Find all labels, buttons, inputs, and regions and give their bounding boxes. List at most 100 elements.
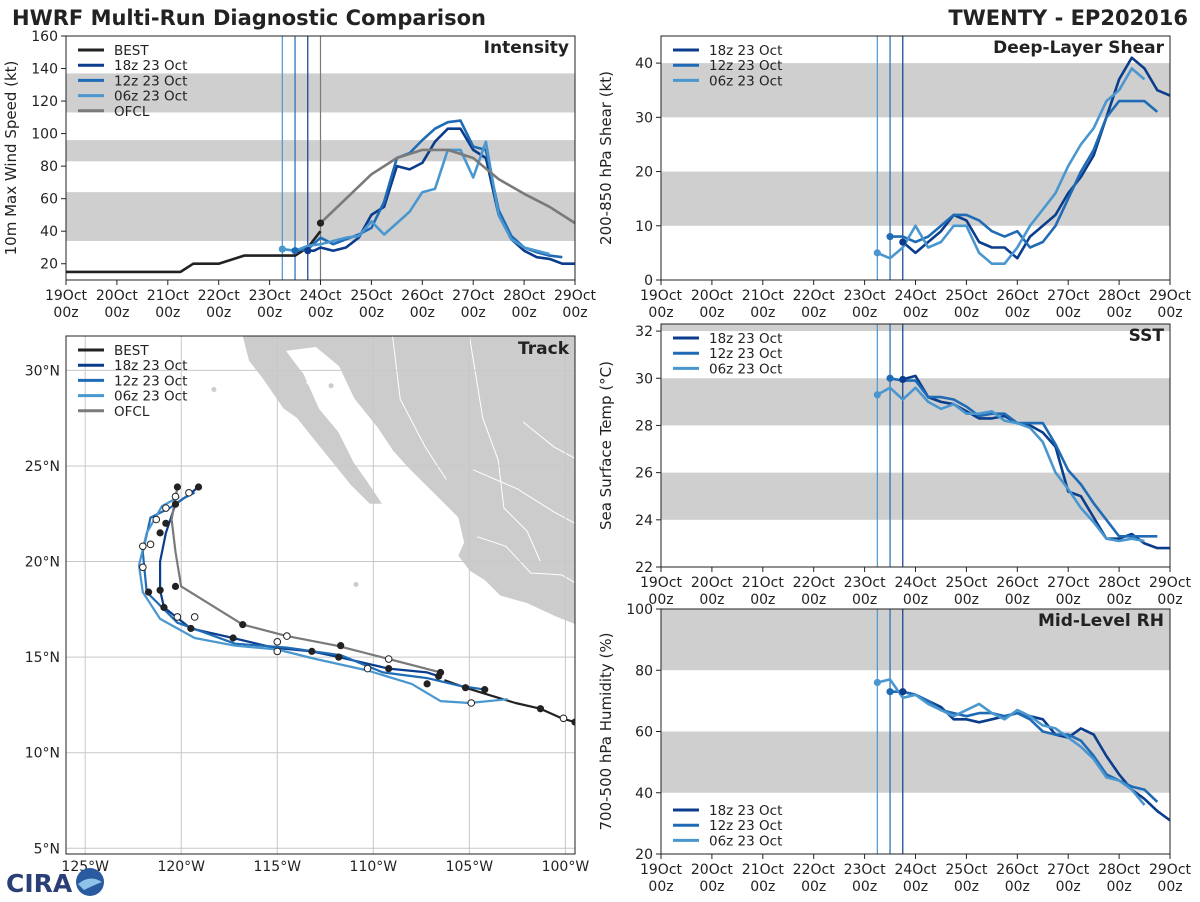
legend-label-ofcl: OFCL bbox=[114, 104, 150, 120]
intensity-xtick-label-time-1: 00z bbox=[104, 305, 129, 321]
track-point-filled-5 bbox=[385, 664, 393, 673]
track-point-filled-22 bbox=[481, 686, 489, 694]
intensity-xtick-label-time-2: 00z bbox=[155, 305, 180, 321]
rh-series-06z-23-oct bbox=[876, 678, 1146, 806]
track-lat-label-4: 25°N bbox=[25, 459, 60, 475]
shear-xtick-label-time-7: 00z bbox=[1005, 305, 1030, 321]
figure-title: HWRF Multi-Run Diagnostic Comparison bbox=[12, 6, 486, 30]
rh-ylabel: 700-500 hPa Humidity (%) bbox=[597, 632, 615, 830]
track-point-filled-18 bbox=[171, 500, 180, 508]
track-lon-label-3: 110°W bbox=[350, 859, 398, 875]
track-point-filled-0 bbox=[571, 718, 575, 726]
intensity-ytick-label-6: 140 bbox=[31, 62, 58, 78]
legend-label-18z-23-oct: 18z 23 Oct bbox=[709, 803, 782, 819]
sst-plot-area bbox=[873, 324, 1170, 567]
shear-plot-area bbox=[873, 36, 1170, 280]
rh-xtick-label-time-0: 00z bbox=[648, 879, 673, 895]
shear-xtick-label-time-8: 00z bbox=[1056, 305, 1081, 321]
sst-xtick-label-date-6: 25Oct bbox=[945, 575, 988, 591]
state-border-4 bbox=[522, 421, 575, 459]
shear-band-1 bbox=[661, 63, 1170, 118]
intensity-series-12z-23-oct bbox=[294, 119, 563, 259]
intensity-xtick-label-date-8: 27Oct bbox=[452, 288, 495, 304]
logo-text: CIRA bbox=[6, 869, 73, 898]
track-lat-label-0: 5°N bbox=[34, 841, 60, 857]
state-border-2 bbox=[473, 469, 575, 524]
track-point-open-7 bbox=[190, 613, 199, 621]
shear-xtick-label-time-4: 00z bbox=[852, 305, 877, 321]
legend-label-18z-23-oct: 18z 23 Oct bbox=[114, 358, 187, 374]
sst-xtick-label-date-0: 19Oct bbox=[640, 575, 683, 591]
track-point-open-13 bbox=[162, 504, 170, 512]
legend-label-18z-23-oct: 18z 23 Oct bbox=[114, 58, 187, 74]
legend-label-06z-23-oct: 06z 23 Oct bbox=[709, 73, 782, 89]
rh-xtick-label-date-3: 22Oct bbox=[793, 862, 836, 878]
track-point-filled-15 bbox=[171, 582, 180, 590]
sst-xtick-label-date-4: 23Oct bbox=[844, 575, 887, 591]
rh-init-marker-1 bbox=[886, 688, 894, 696]
shear-ytick-label-3: 30 bbox=[635, 110, 653, 126]
legend-label-06z-23-oct: 06z 23 Oct bbox=[709, 833, 782, 849]
sst-xtick-label-date-3: 22Oct bbox=[793, 575, 836, 591]
sst-xtick-label-time-1: 00z bbox=[699, 592, 724, 608]
legend-label-ofcl: OFCL bbox=[114, 404, 150, 420]
sst-ytick-label-5: 32 bbox=[635, 324, 653, 340]
intensity-xtick-label-time-9: 00z bbox=[512, 305, 537, 321]
island-0 bbox=[353, 581, 359, 587]
intensity-init-marker-3 bbox=[278, 245, 286, 253]
legend-label-12z-23-oct: 12z 23 Oct bbox=[709, 58, 782, 74]
track-lat-label-3: 20°N bbox=[25, 555, 60, 571]
sst-xtick-label-time-5: 00z bbox=[903, 592, 928, 608]
intensity-ytick-label-5: 120 bbox=[31, 94, 58, 110]
shear-xtick-label-time-0: 00z bbox=[648, 305, 673, 321]
intensity-xtick-label-date-4: 23Oct bbox=[249, 288, 292, 304]
track-lat-label-5: 30°N bbox=[25, 363, 60, 379]
intensity-ytick-label-3: 80 bbox=[40, 159, 58, 175]
sst-xtick-label-date-1: 20Oct bbox=[691, 575, 734, 591]
shear-xtick-label-time-6: 00z bbox=[954, 305, 979, 321]
track-lat-label-1: 10°N bbox=[25, 746, 60, 762]
sst-panel-title: SST bbox=[1129, 326, 1165, 346]
intensity-xtick-label-date-2: 21Oct bbox=[147, 288, 190, 304]
rh-xtick-label-date-0: 19Oct bbox=[640, 862, 683, 878]
rh-panel: 19Oct00z20Oct00z21Oct00z22Oct00z23Oct00z… bbox=[597, 602, 1192, 895]
rh-xtick-label-time-5: 00z bbox=[903, 879, 928, 895]
shear-xtick-label-date-4: 23Oct bbox=[844, 288, 887, 304]
track-lon-label-4: 105°W bbox=[446, 859, 494, 875]
track-series-06z-23-oct bbox=[137, 495, 508, 705]
rh-xtick-label-time-1: 00z bbox=[699, 879, 724, 895]
legend-label-18z-23-oct: 18z 23 Oct bbox=[709, 43, 782, 59]
legend-label-12z-23-oct: 12z 23 Oct bbox=[114, 373, 187, 389]
shear-xtick-label-date-2: 21Oct bbox=[742, 288, 785, 304]
shear-init-marker-1 bbox=[886, 233, 894, 241]
shear-xtick-label-date-6: 25Oct bbox=[945, 288, 988, 304]
shear-series-12z-23-oct bbox=[890, 99, 1159, 249]
track-point-open-14 bbox=[171, 492, 180, 501]
rh-xtick-label-time-9: 00z bbox=[1107, 879, 1132, 895]
intensity-init-marker-1 bbox=[304, 247, 312, 255]
shear-xtick-label-time-3: 00z bbox=[801, 305, 826, 321]
intensity-ylabel: 10m Max Wind Speed (kt) bbox=[2, 61, 20, 256]
rh-xtick-label-date-7: 26Oct bbox=[996, 862, 1039, 878]
rh-xtick-label-date-9: 28Oct bbox=[1098, 862, 1141, 878]
rh-ytick-label-1: 40 bbox=[635, 786, 653, 802]
intensity-xtick-label-time-4: 00z bbox=[257, 305, 282, 321]
intensity-ytick-label-0: 20 bbox=[40, 257, 58, 273]
shear-xtick-label-date-0: 19Oct bbox=[640, 288, 683, 304]
sst-panel: 19Oct00z20Oct00z21Oct00z22Oct00z23Oct00z… bbox=[597, 323, 1192, 608]
intensity-xtick-label-date-10: 29Oct bbox=[554, 288, 597, 304]
shear-xtick-label-date-8: 27Oct bbox=[1047, 288, 1090, 304]
rh-ytick-label-3: 80 bbox=[635, 663, 653, 679]
intensity-series-18z-23-oct bbox=[307, 127, 575, 266]
track-point-open-2 bbox=[384, 655, 393, 663]
track-lon-label-1: 120°W bbox=[157, 859, 205, 875]
track-map-area bbox=[66, 336, 575, 854]
track-point-filled-11 bbox=[187, 624, 195, 633]
shear-xtick-label-date-5: 24Oct bbox=[894, 288, 937, 304]
rh-xtick-label-time-6: 00z bbox=[954, 879, 979, 895]
rh-band-0 bbox=[661, 731, 1170, 793]
island-2 bbox=[211, 387, 217, 393]
track-point-filled-6 bbox=[335, 653, 343, 661]
shear-series-18z-23-oct bbox=[901, 56, 1170, 260]
shear-ytick-label-4: 40 bbox=[635, 56, 653, 72]
